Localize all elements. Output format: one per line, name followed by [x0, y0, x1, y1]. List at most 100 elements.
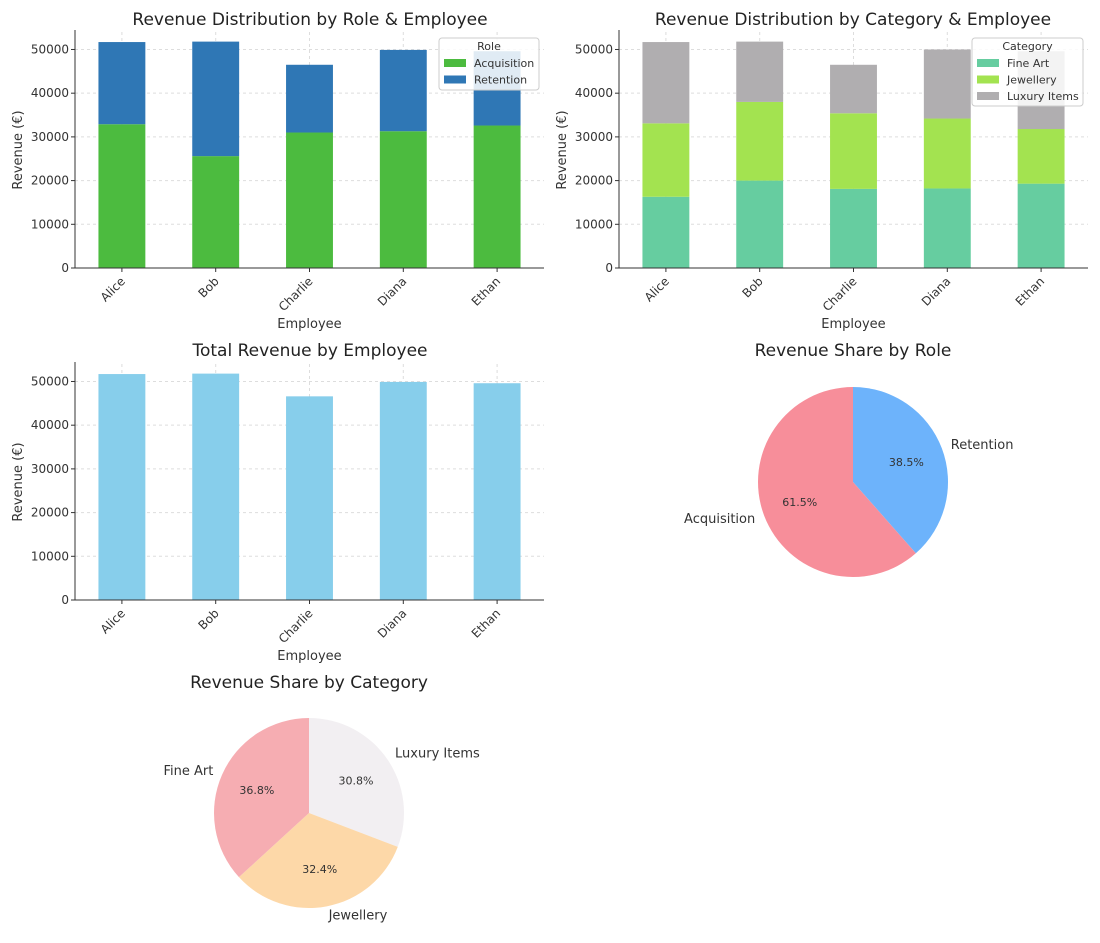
- bar-acquisition-alice: [98, 124, 146, 268]
- legend-swatch: [444, 75, 466, 84]
- x-axis-label: Employee: [821, 317, 885, 332]
- legend-title: Role: [477, 40, 501, 53]
- pie-slice-label: Jewellery: [328, 909, 388, 924]
- bar-retention-alice: [98, 42, 146, 125]
- legend-label: Acquisition: [474, 57, 534, 70]
- x-tick-label: Diana: [919, 274, 954, 309]
- bar-acquisition-ethan: [473, 125, 521, 268]
- bar-chart-0: 0 10000 20000 30000 40000 50000 Alice Bob Charli…: [11, 10, 544, 332]
- pie-slice-label: Acquisition: [684, 512, 755, 527]
- chart-title: Revenue Distribution by Category & Emplo…: [655, 10, 1051, 30]
- pie-percent-label: 38.5%: [889, 456, 924, 469]
- legend-box: [971, 37, 1084, 107]
- bar-fine-art-ethan: [1017, 183, 1065, 268]
- bar-retention-diana: [379, 49, 427, 132]
- bar-chart-2: 0 10000 20000 30000 40000 50000 Alice Bob Charli…: [11, 341, 544, 664]
- bar-fine-art-charlie: [830, 188, 877, 268]
- pie-slice-acquisition: [758, 387, 916, 577]
- x-tick-label: Bob: [740, 274, 766, 300]
- x-tick-label: Ethan: [469, 274, 504, 309]
- y-tick-label: 10000: [31, 549, 69, 563]
- pie-slice-luxury-items: [309, 718, 404, 847]
- pie-slice-label: Luxury Items: [395, 747, 480, 762]
- x-tick-label: Alice: [98, 274, 128, 304]
- y-tick-label: 40000: [575, 86, 613, 100]
- x-tick-label: Ethan: [469, 606, 504, 641]
- legend-swatch: [977, 92, 999, 100]
- bar-luxury-items-bob: [736, 41, 784, 102]
- legend-label: Luxury Items: [1007, 90, 1079, 103]
- legend-swatch: [977, 75, 999, 84]
- x-axis-label: Employee: [277, 317, 341, 332]
- y-tick-label: 50000: [31, 42, 69, 56]
- chart-title: Total Revenue by Employee: [192, 341, 428, 361]
- x-tick-label: Bob: [196, 274, 222, 300]
- legend: Role Acquisition Retention: [438, 37, 540, 91]
- y-axis-label: Revenue (€): [11, 110, 26, 189]
- y-tick-label: 50000: [31, 374, 69, 388]
- pie-slice-label: Retention: [951, 438, 1014, 453]
- bar-acquisition-bob: [192, 156, 240, 268]
- bar-chart-1: 0 10000 20000 30000 40000 50000 Alice Bob Charli…: [555, 10, 1088, 332]
- x-tick-label: Charlie: [820, 274, 860, 314]
- bar-jewellery-charlie: [830, 113, 877, 189]
- y-tick-label: 0: [61, 261, 69, 275]
- legend: Category Fine Art Jewellery Luxury Items: [971, 37, 1084, 107]
- bar-acquisition-charlie: [286, 132, 333, 268]
- y-tick-label: 20000: [31, 506, 69, 520]
- bar-acquisition-diana: [379, 131, 427, 268]
- x-tick-label: Diana: [375, 274, 410, 309]
- bar-jewellery-alice: [642, 123, 690, 197]
- legend-label: Fine Art: [1007, 57, 1050, 70]
- x-tick-label: Charlie: [276, 606, 316, 646]
- y-tick-label: 30000: [31, 462, 69, 476]
- x-tick-label: Alice: [98, 606, 128, 636]
- bar-fine-art-diana: [923, 188, 971, 268]
- pie-slice-label: Fine Art: [163, 764, 213, 779]
- bar-jewellery-bob: [736, 101, 784, 181]
- bar-retention-bob: [192, 41, 240, 157]
- chart-title: Revenue Share by Category: [190, 673, 428, 693]
- y-tick-label: 30000: [31, 130, 69, 144]
- y-tick-label: 0: [605, 261, 613, 275]
- y-tick-label: 40000: [31, 86, 69, 100]
- pie-percent-label: 61.5%: [782, 496, 817, 509]
- bar-luxury-items-alice: [642, 42, 690, 124]
- bar-total-ethan: [473, 383, 521, 600]
- y-tick-label: 40000: [31, 418, 69, 432]
- bar-luxury-items-charlie: [830, 64, 877, 114]
- y-axis-label: Revenue (€): [11, 442, 26, 521]
- pie-percent-label: 36.8%: [239, 784, 274, 797]
- legend-label: Jewellery: [1006, 74, 1057, 87]
- pie-slice-retention: [853, 386, 949, 554]
- bar-fine-art-bob: [736, 180, 784, 268]
- pie-slice-jewellery: [238, 813, 398, 909]
- bar-total-alice: [98, 374, 146, 600]
- pie-slice-fine-art: [214, 718, 309, 878]
- x-tick-label: Bob: [196, 606, 222, 632]
- bar-total-charlie: [286, 396, 333, 600]
- x-axis-label: Employee: [277, 649, 341, 664]
- y-axis-label: Revenue (€): [555, 110, 570, 189]
- x-tick-label: Charlie: [276, 274, 316, 314]
- pie-chart-4: 30.8% Luxury Items 32.4% Jewellery 36.8% Fine…: [163, 673, 480, 924]
- chart-title: Revenue Share by Role: [755, 341, 952, 361]
- bar-total-diana: [379, 381, 427, 600]
- y-tick-label: 20000: [31, 174, 69, 188]
- y-tick-label: 0: [61, 593, 69, 607]
- bar-fine-art-alice: [642, 196, 690, 268]
- y-tick-label: 10000: [31, 217, 69, 231]
- chart-title: Revenue Distribution by Role & Employee: [132, 10, 487, 30]
- legend-swatch: [977, 59, 999, 67]
- legend-label: Retention: [474, 74, 527, 87]
- pie-percent-label: 30.8%: [338, 775, 373, 788]
- bar-retention-charlie: [286, 64, 333, 133]
- y-tick-label: 10000: [575, 217, 613, 231]
- bar-luxury-items-diana: [923, 49, 971, 119]
- legend-title: Category: [1002, 40, 1053, 53]
- bar-jewellery-ethan: [1017, 129, 1065, 184]
- pie-percent-label: 32.4%: [302, 863, 337, 876]
- y-tick-label: 30000: [575, 130, 613, 144]
- x-tick-label: Alice: [642, 274, 672, 304]
